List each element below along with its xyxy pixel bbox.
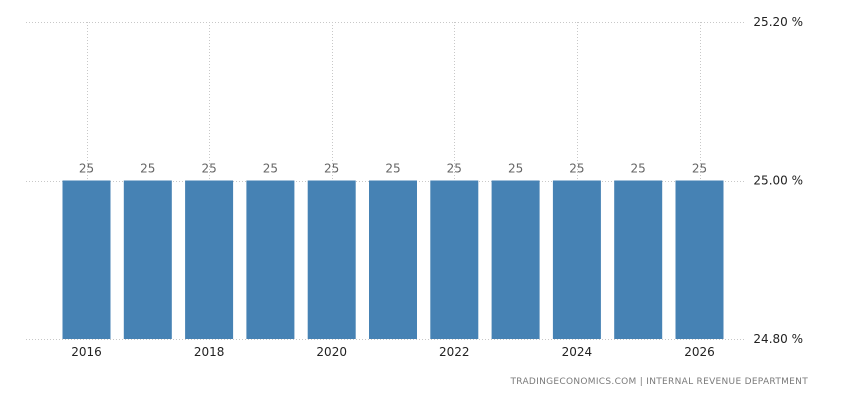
y-tick-label: 25.20 % <box>753 15 803 29</box>
data-label-2021: 25 <box>385 162 400 176</box>
data-label-2026: 25 <box>692 162 707 176</box>
data-label-2018: 25 <box>201 162 216 176</box>
bar-2024[interactable] <box>552 180 601 340</box>
data-label-2016: 25 <box>79 162 94 176</box>
data-label-2025: 25 <box>631 162 646 176</box>
bar-2025[interactable] <box>614 180 663 340</box>
data-label-2022: 25 <box>447 162 462 176</box>
x-tick-label: 2020 <box>316 345 347 359</box>
data-label-2024: 25 <box>569 162 584 176</box>
bar-2020[interactable] <box>307 180 356 340</box>
bar-2018[interactable] <box>185 180 234 340</box>
x-tick-label: 2018 <box>194 345 225 359</box>
bar-2016[interactable] <box>62 180 111 340</box>
x-axis-ticks: 2016 2018 2020 2022 2024 2026 <box>71 345 715 359</box>
y-axis-ticks: 25.20 % 25.00 % 24.80 % <box>753 15 803 346</box>
y-tick-label: 25.00 % <box>753 174 803 188</box>
bar-2021[interactable] <box>369 180 417 340</box>
data-label-2017: 25 <box>140 162 155 176</box>
data-label-2020: 25 <box>324 162 339 176</box>
bar-2019[interactable] <box>246 180 295 340</box>
data-label-2019: 25 <box>263 162 278 176</box>
bar-2017[interactable] <box>123 180 172 340</box>
bars <box>62 180 724 340</box>
x-tick-label: 2026 <box>684 345 715 359</box>
data-label-2023: 25 <box>508 162 523 176</box>
y-tick-label: 24.80 % <box>753 332 803 346</box>
source-credit: TRADINGECONOMICS.COM | INTERNAL REVENUE … <box>510 377 808 387</box>
x-tick-label: 2024 <box>562 345 593 359</box>
bar-2026[interactable] <box>675 180 724 340</box>
bar-2022[interactable] <box>430 180 479 340</box>
data-labels: 25 25 25 25 25 25 25 25 25 25 25 <box>79 162 707 176</box>
x-tick-label: 2022 <box>439 345 470 359</box>
bar-2023[interactable] <box>491 180 540 340</box>
x-tick-label: 2016 <box>71 345 102 359</box>
